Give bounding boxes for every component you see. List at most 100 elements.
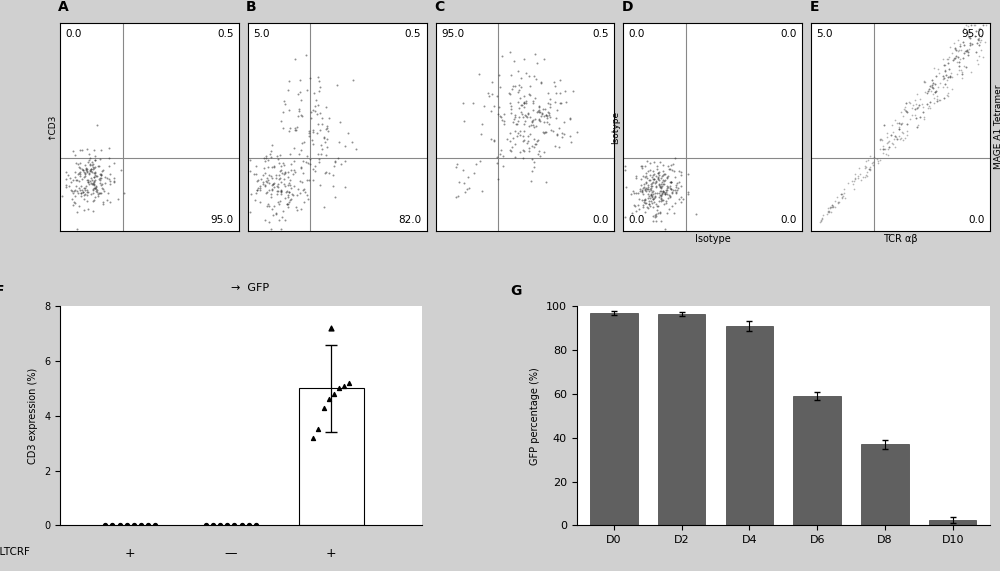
Point: [327, 192, 343, 202]
Point: [870, 159, 886, 168]
Point: [972, 38, 988, 47]
Point: [81, 156, 97, 165]
Point: [306, 89, 322, 98]
Point: [319, 143, 335, 152]
Point: [282, 150, 298, 159]
Point: [78, 163, 94, 172]
Point: [646, 169, 662, 178]
Point: [636, 197, 652, 206]
Point: [650, 202, 666, 211]
Point: [829, 193, 845, 202]
Point: [531, 116, 547, 125]
Point: [881, 136, 897, 146]
Point: [261, 202, 277, 211]
Point: [291, 150, 307, 159]
Point: [522, 91, 538, 100]
Point: [539, 111, 555, 120]
Point: [270, 179, 286, 188]
Point: [924, 83, 940, 92]
Point: [526, 157, 542, 166]
Point: [951, 66, 967, 75]
Point: [539, 118, 555, 127]
Point: [85, 184, 101, 194]
Point: [270, 154, 286, 163]
Point: [647, 211, 663, 220]
Point: [266, 182, 282, 191]
Point: [503, 104, 519, 113]
Point: [292, 87, 308, 96]
Point: [969, 55, 985, 64]
Point: [490, 110, 506, 119]
Point: [58, 180, 74, 189]
Point: [633, 161, 649, 170]
Text: pDRAV-3-LTCRF: pDRAV-3-LTCRF: [0, 547, 30, 557]
Point: [673, 167, 689, 176]
Point: [318, 167, 334, 176]
Point: [449, 160, 465, 169]
Point: [266, 161, 282, 170]
Point: [547, 142, 563, 151]
Point: [663, 184, 679, 194]
Point: [534, 109, 550, 118]
Point: [644, 179, 660, 188]
Point: [90, 189, 106, 198]
Point: [657, 189, 673, 198]
Point: [649, 162, 665, 171]
Point: [263, 193, 279, 202]
Point: [879, 132, 895, 142]
Point: [281, 126, 297, 135]
Point: [459, 184, 475, 194]
Point: [247, 195, 263, 204]
Point: [273, 178, 289, 187]
Point: [312, 108, 328, 117]
Point: [910, 102, 926, 111]
Point: [312, 82, 328, 91]
Point: [78, 182, 94, 191]
Point: [563, 138, 579, 147]
Point: [971, 40, 987, 49]
Point: [460, 172, 476, 182]
Point: [266, 163, 282, 172]
Point: [522, 112, 538, 122]
Point: [662, 183, 678, 192]
Point: [939, 82, 955, 91]
Point: [63, 177, 79, 186]
Point: [835, 192, 851, 201]
Point: [87, 192, 103, 202]
Point: [69, 208, 85, 217]
Point: [919, 89, 935, 98]
Point: [880, 138, 896, 147]
Point: [553, 98, 569, 107]
Point: [307, 102, 323, 111]
Point: [273, 225, 289, 234]
Point: [624, 208, 640, 218]
Point: [65, 176, 81, 185]
Point: [259, 174, 275, 183]
Point: [861, 164, 877, 174]
Text: G: G: [511, 284, 522, 297]
Point: [503, 102, 519, 111]
Point: [292, 76, 308, 85]
Point: [680, 190, 696, 199]
Point: [529, 58, 545, 67]
Point: [656, 169, 672, 178]
Point: [79, 167, 95, 176]
Point: [857, 172, 873, 182]
Point: [637, 186, 653, 195]
Point: [293, 162, 309, 171]
Text: 95.0: 95.0: [441, 29, 464, 39]
Point: [904, 103, 920, 112]
Point: [546, 77, 562, 86]
Point: [634, 195, 650, 204]
Point: [875, 141, 891, 150]
Point: [86, 146, 102, 155]
Point: [91, 175, 107, 184]
Point: [668, 180, 684, 190]
Point: [300, 194, 316, 203]
Point: [311, 77, 327, 86]
Point: [638, 168, 654, 178]
Point: [299, 175, 315, 184]
Point: [508, 119, 524, 128]
Point: [104, 521, 120, 530]
Point: [656, 176, 672, 186]
